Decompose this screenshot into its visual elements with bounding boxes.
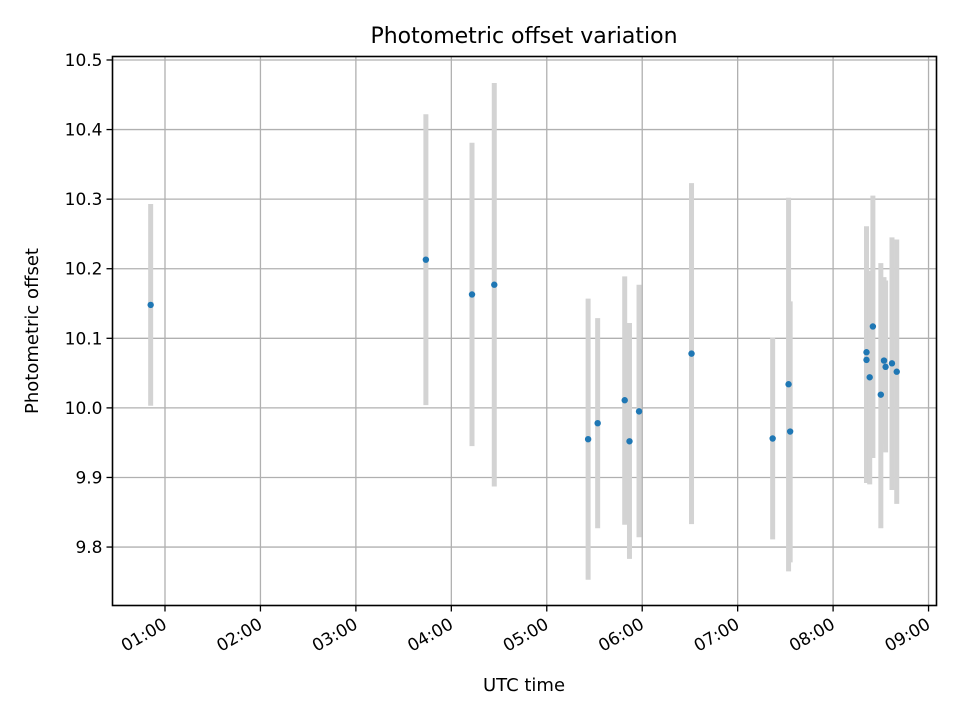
data-point [635, 408, 643, 415]
x-tick-label: 08:00 [786, 615, 838, 657]
y-tick-label: 10.2 [65, 260, 103, 280]
data-point [688, 350, 695, 357]
data-point [877, 391, 885, 398]
y-tick-label: 9.9 [75, 468, 102, 488]
error-bars [148, 82, 900, 580]
data-point [626, 438, 633, 445]
x-tick-label: 03:00 [309, 615, 361, 657]
data-point [888, 360, 896, 367]
data-point [422, 256, 430, 263]
data-point [147, 301, 154, 309]
grid [112, 56, 937, 606]
y-tick-label: 10.0 [65, 399, 103, 419]
data-point [594, 419, 601, 427]
data-point [584, 435, 592, 443]
x-tick-label: 04:00 [404, 615, 456, 657]
data-point [863, 356, 870, 364]
y-tick-label: 10.1 [65, 329, 103, 349]
y-tick-label: 10.5 [65, 51, 103, 71]
data-point [786, 428, 794, 435]
x-tick-label: 01:00 [118, 615, 170, 657]
y-axis-label: Photometric offset [22, 248, 43, 414]
x-axis-label: UTC time [483, 675, 565, 696]
y-tick-label: 10.4 [65, 121, 103, 141]
data-point [882, 363, 889, 371]
chart-title: Photometric offset variation [370, 24, 677, 49]
data-point [869, 323, 877, 330]
data-point [785, 381, 792, 388]
y-tick-label: 10.3 [65, 190, 103, 210]
data-point [880, 357, 888, 364]
x-tick-label: 05:00 [500, 615, 552, 657]
plot-frame [111, 55, 938, 607]
data-point [769, 435, 776, 442]
data-point [893, 368, 900, 375]
x-tick-label: 09:00 [882, 615, 934, 657]
data-point [468, 291, 476, 298]
data-point [621, 397, 628, 404]
x-tick-label: 06:00 [595, 615, 647, 657]
y-tick-label: 9.8 [75, 538, 102, 558]
x-tick-label: 07:00 [691, 615, 743, 657]
axis-ticks: 01:00 02:00 03:00 04:00 05:00 06:00 07:00 08:00… [65, 51, 934, 656]
data-points [147, 256, 900, 445]
data-point [491, 281, 498, 288]
data-point [863, 349, 870, 356]
x-tick-label: 02:00 [214, 615, 266, 657]
data-point [866, 374, 873, 381]
